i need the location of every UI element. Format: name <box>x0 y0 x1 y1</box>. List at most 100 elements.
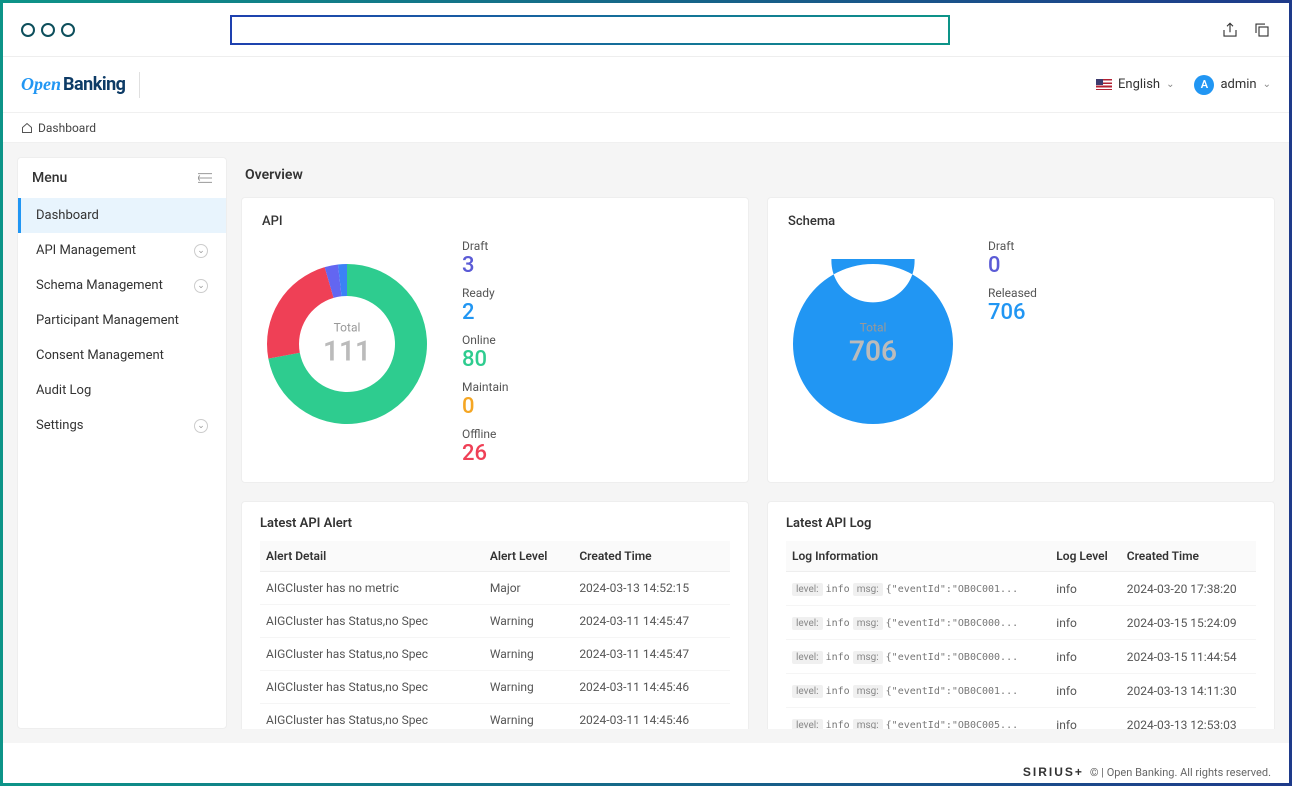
table-row[interactable]: AIGCluster has Status,no SpecWarning2024… <box>260 638 730 671</box>
table-row[interactable]: AIGCluster has Status,no SpecWarning2024… <box>260 671 730 704</box>
language-switcher[interactable]: English ⌄ <box>1096 77 1174 92</box>
chevron-down-icon: ⌄ <box>1166 79 1174 90</box>
table-row[interactable]: AIGCluster has Status,no SpecWarning2024… <box>260 704 730 730</box>
table-cell: info <box>1050 606 1120 640</box>
sidebar-item-settings[interactable]: Settings ⌄ <box>18 408 226 443</box>
table-cell: Warning <box>484 671 573 704</box>
alert-table-title: Latest API Alert <box>260 516 730 531</box>
donut-total-label: Total <box>849 321 897 335</box>
stat-label: Released <box>988 286 1254 300</box>
window-dot[interactable] <box>21 23 35 37</box>
table-cell: Warning <box>484 704 573 730</box>
sidebar-item-participant-management[interactable]: Participant Management <box>18 303 226 338</box>
sidebar-item-audit-log[interactable]: Audit Log <box>18 373 226 408</box>
table-row[interactable]: AIGCluster has Status,no SpecWarning2024… <box>260 605 730 638</box>
sidebar-item-label: Schema Management <box>36 278 163 293</box>
table-row[interactable]: level:info msg:{"eventId":"OB0C001...inf… <box>786 674 1256 708</box>
stat-label: Draft <box>462 239 728 253</box>
table-cell: 2024-03-20 17:38:20 <box>1121 572 1256 606</box>
table-cell: 2024-03-11 14:45:47 <box>573 605 730 638</box>
stat-label: Offline <box>462 427 728 441</box>
table-cell: AIGCluster has Status,no Spec <box>260 605 484 638</box>
sidebar: Menu DashboardAPI Management⌄Schema Mana… <box>17 157 227 729</box>
divider <box>139 72 140 98</box>
username: admin <box>1220 77 1256 92</box>
stat-label: Maintain <box>462 380 728 394</box>
log-table-title: Latest API Log <box>786 516 1256 531</box>
share-icon[interactable] <box>1221 21 1239 39</box>
stat-value: 0 <box>988 253 1254 278</box>
stat-offline: Offline26 <box>462 427 728 466</box>
breadcrumb-item[interactable]: Dashboard <box>38 121 96 135</box>
column-header: Alert Level <box>484 541 573 572</box>
table-row[interactable]: AIGCluster has no metricMajor2024-03-13 … <box>260 572 730 605</box>
log-info-cell: level:info msg:{"eventId":"OB0C005... <box>786 708 1050 730</box>
log-info-cell: level:info msg:{"eventId":"OB0C001... <box>786 572 1050 606</box>
sidebar-item-schema-management[interactable]: Schema Management ⌄ <box>18 268 226 303</box>
table-cell: info <box>1050 708 1120 730</box>
table-row[interactable]: level:info msg:{"eventId":"OB0C000...inf… <box>786 606 1256 640</box>
log-info-cell: level:info msg:{"eventId":"OB0C000... <box>786 640 1050 674</box>
app-header: Open Banking English ⌄ A admin ⌄ <box>3 57 1289 113</box>
table-row[interactable]: level:info msg:{"eventId":"OB0C005...inf… <box>786 708 1256 730</box>
sidebar-item-consent-management[interactable]: Consent Management <box>18 338 226 373</box>
sidebar-item-label: API Management <box>36 243 136 258</box>
page-title: Overview <box>241 157 1275 197</box>
sidebar-item-dashboard[interactable]: Dashboard <box>18 198 226 233</box>
sidebar-item-label: Consent Management <box>36 348 164 363</box>
log-info-cell: level:info msg:{"eventId":"OB0C000... <box>786 606 1050 640</box>
window-dot[interactable] <box>41 23 55 37</box>
stat-released: Released706 <box>988 286 1254 325</box>
api-panel: API Total 111 Draft3Ready2Online80Mainta… <box>241 197 749 483</box>
log-table-panel: Latest API Log Log InformationLog LevelC… <box>767 501 1275 729</box>
chevron-down-icon: ⌄ <box>1263 79 1271 90</box>
sidebar-item-label: Dashboard <box>36 208 99 223</box>
stat-label: Draft <box>988 239 1254 253</box>
logo-open: Open <box>21 74 61 95</box>
table-cell: info <box>1050 640 1120 674</box>
menu-title: Menu <box>32 170 67 186</box>
table-row[interactable]: level:info msg:{"eventId":"OB0C001...inf… <box>786 572 1256 606</box>
footer-brand: SIRIUS+ <box>1023 765 1084 779</box>
stat-online: Online80 <box>462 333 728 372</box>
expand-icon: ⌄ <box>194 244 208 258</box>
stat-label: Ready <box>462 286 728 300</box>
logo[interactable]: Open Banking <box>21 74 125 95</box>
sidebar-item-api-management[interactable]: API Management ⌄ <box>18 233 226 268</box>
table-cell: info <box>1050 572 1120 606</box>
column-header: Log Information <box>786 541 1050 572</box>
table-cell: Warning <box>484 605 573 638</box>
stat-draft: Draft3 <box>462 239 728 278</box>
column-header: Log Level <box>1050 541 1120 572</box>
url-bar[interactable] <box>230 15 950 45</box>
expand-icon: ⌄ <box>194 279 208 293</box>
footer-text: © | Open Banking. All rights reserved. <box>1090 766 1271 779</box>
table-cell: AIGCluster has Status,no Spec <box>260 704 484 730</box>
sidebar-item-label: Settings <box>36 418 83 433</box>
table-cell: Warning <box>484 638 573 671</box>
window-dot[interactable] <box>61 23 75 37</box>
copy-icon[interactable] <box>1253 21 1271 39</box>
stat-draft: Draft0 <box>988 239 1254 278</box>
stat-maintain: Maintain0 <box>462 380 728 419</box>
sidebar-item-label: Audit Log <box>36 383 91 398</box>
expand-icon: ⌄ <box>194 419 208 433</box>
window-controls <box>21 23 75 37</box>
table-cell: 2024-03-13 12:53:03 <box>1121 708 1256 730</box>
browser-chrome-bar <box>3 3 1289 57</box>
table-cell: AIGCluster has Status,no Spec <box>260 638 484 671</box>
stat-value: 2 <box>462 300 728 325</box>
stat-ready: Ready2 <box>462 286 728 325</box>
alert-table-panel: Latest API Alert Alert DetailAlert Level… <box>241 501 749 729</box>
stat-value: 80 <box>462 347 728 372</box>
collapse-icon[interactable] <box>198 172 212 184</box>
alert-table: Alert DetailAlert LevelCreated Time AIGC… <box>260 541 730 729</box>
breadcrumb: Dashboard <box>3 113 1289 143</box>
table-cell: AIGCluster has no metric <box>260 572 484 605</box>
table-row[interactable]: level:info msg:{"eventId":"OB0C000...inf… <box>786 640 1256 674</box>
user-menu[interactable]: A admin ⌄ <box>1194 75 1271 95</box>
log-info-cell: level:info msg:{"eventId":"OB0C001... <box>786 674 1050 708</box>
stat-value: 26 <box>462 441 728 466</box>
column-header: Alert Detail <box>260 541 484 572</box>
donut-total-value: 111 <box>323 335 371 368</box>
